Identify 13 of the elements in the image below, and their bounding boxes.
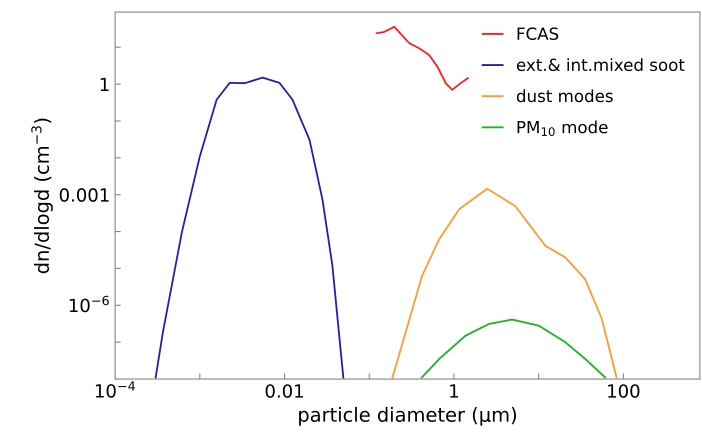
legend-label: FCAS [518,27,558,40]
legend-label: dust modes [516,89,613,102]
legend-label: ext.& int.mixed soot [516,58,684,72]
y-tick-label: 1 [100,78,109,91]
x-tick-label: 100 [608,384,640,398]
y-tick-label: 0.001 [60,188,109,202]
x-axis-title: particle diameter (μm) [299,406,516,426]
y-axis-title: dn/dlogd (cm$^{−3}$) [31,118,53,274]
legend-label: PM$_{10}$ mode [518,120,608,136]
x-tick-label: 10$^{−4}$ [96,381,135,398]
x-tick-label: 0.01 [266,384,303,398]
y-tick-label: 10$^{−6}$ [70,296,109,312]
x-tick-label: 1 [450,384,458,398]
